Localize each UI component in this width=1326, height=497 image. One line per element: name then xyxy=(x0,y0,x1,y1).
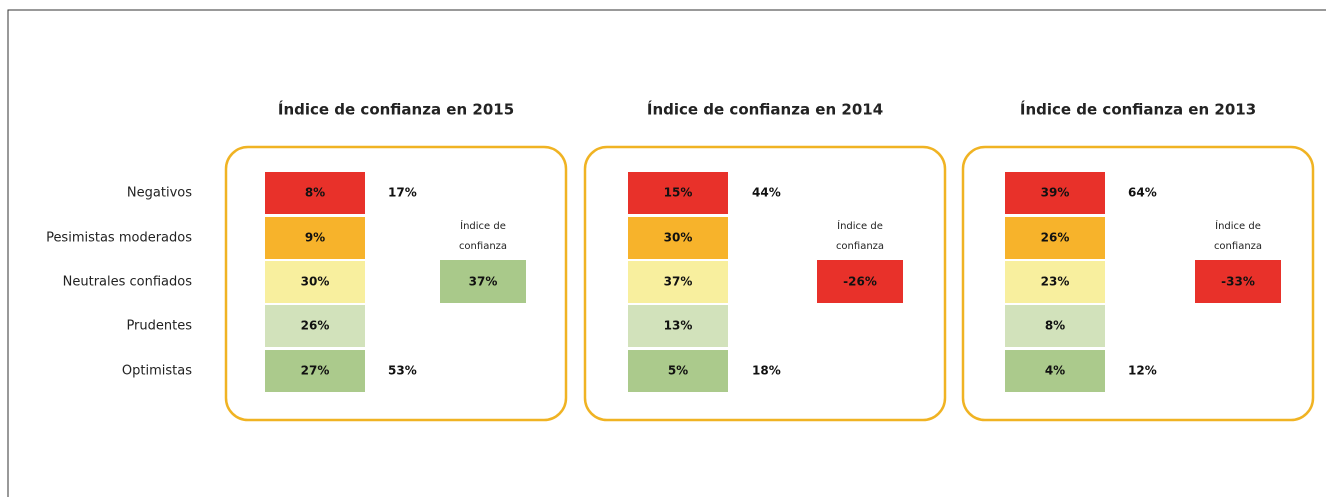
cell-value: 39% xyxy=(1041,186,1070,200)
index-box xyxy=(817,260,903,303)
panel-title: Índice de confianza en 2015 xyxy=(278,100,514,119)
panel-frame xyxy=(224,145,568,422)
cell-value: 4% xyxy=(1045,364,1065,378)
index-box xyxy=(1195,260,1281,303)
index-label: confianza xyxy=(1214,241,1262,252)
cell xyxy=(628,305,728,347)
cell-value: 23% xyxy=(1041,275,1070,289)
cell xyxy=(265,305,365,347)
cell xyxy=(265,217,365,259)
cell-value: 8% xyxy=(1045,319,1065,333)
index-label: Índice de xyxy=(460,219,506,232)
row-label: Neutrales confiados xyxy=(63,275,193,290)
cell-value: 30% xyxy=(664,231,693,245)
cell-value: 5% xyxy=(668,364,688,378)
cell-value: 37% xyxy=(664,275,693,289)
index-value: 37% xyxy=(469,275,498,289)
row-label: Pesimistas moderados xyxy=(46,231,192,246)
index-label: confianza xyxy=(459,241,507,252)
cell xyxy=(628,350,728,392)
cell xyxy=(1005,217,1105,259)
cell xyxy=(265,261,365,303)
cell-value: 30% xyxy=(301,275,330,289)
index-label: Índice de xyxy=(1215,219,1261,232)
cell xyxy=(628,217,728,259)
top-total: 64% xyxy=(1128,186,1157,200)
index-label: confianza xyxy=(836,241,884,252)
cell-value: 15% xyxy=(664,186,693,200)
cell xyxy=(265,350,365,392)
panel-title: Índice de confianza en 2013 xyxy=(1020,100,1256,119)
row-label: Prudentes xyxy=(126,319,192,334)
bottom-total: 18% xyxy=(752,364,781,378)
cell xyxy=(265,172,365,214)
index-label: Índice de xyxy=(837,219,883,232)
panel-title: Índice de confianza en 2014 xyxy=(647,100,883,119)
cell xyxy=(1005,261,1105,303)
index-value: -26% xyxy=(843,275,877,289)
cell xyxy=(1005,305,1105,347)
cell-value: 9% xyxy=(305,231,325,245)
cell xyxy=(628,172,728,214)
panel-frame xyxy=(961,145,1315,422)
row-label: Negativos xyxy=(127,186,192,201)
index-box xyxy=(440,260,526,303)
cell xyxy=(1005,350,1105,392)
cell-value: 26% xyxy=(301,319,330,333)
panel-frame xyxy=(583,145,947,422)
cell-value: 8% xyxy=(305,186,325,200)
cell-value: 13% xyxy=(664,319,693,333)
index-value: -33% xyxy=(1221,275,1255,289)
cell xyxy=(628,261,728,303)
cell-value: 26% xyxy=(1041,231,1070,245)
top-total: 44% xyxy=(752,186,781,200)
cell xyxy=(1005,172,1105,214)
bottom-total: 12% xyxy=(1128,364,1157,378)
cell-value: 27% xyxy=(301,364,330,378)
row-label: Optimistas xyxy=(122,364,192,379)
bottom-total: 53% xyxy=(388,364,417,378)
top-total: 17% xyxy=(388,186,417,200)
page-border xyxy=(7,9,1326,497)
